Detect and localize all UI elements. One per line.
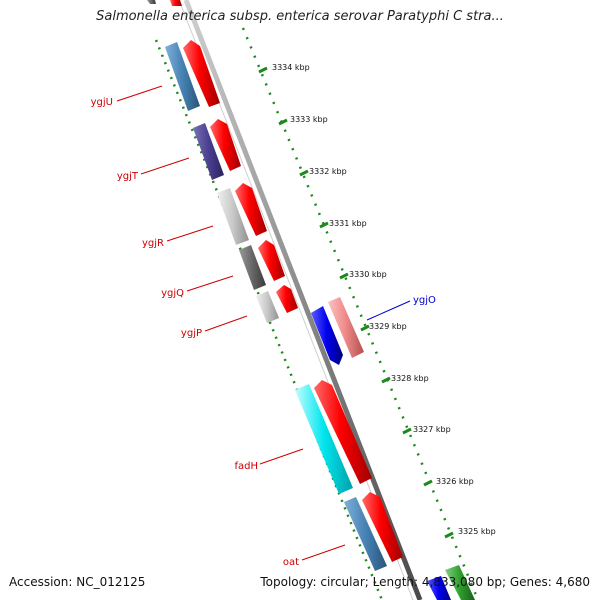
tick-label: 3330 kbp — [349, 270, 387, 279]
tick-label: 3332 kbp — [309, 167, 347, 176]
gene-label-ygjU[interactable]: ygjU — [91, 97, 113, 108]
ruler-ticks: 3334 kbp 3333 kbp 3332 kbp 3331 kbp 3330… — [258, 63, 496, 539]
gene-ygjU-feature[interactable] — [165, 42, 200, 111]
ruler-tick — [299, 169, 309, 177]
gene-ygjO-cds[interactable] — [311, 306, 343, 365]
ruler-tick — [402, 427, 412, 435]
ruler-tick — [381, 376, 391, 384]
tick-label: 3334 kbp — [272, 63, 310, 72]
feature-green-bottom — [445, 565, 475, 600]
label-leaders — [116, 85, 411, 561]
tick-label: 3325 kbp — [458, 527, 496, 536]
tick-label: 3326 kbp — [436, 477, 474, 486]
feature-red-top — [170, 0, 182, 6]
gene-ygjR-cds[interactable] — [235, 183, 267, 236]
tick-label: 3329 kbp — [369, 322, 407, 331]
feature-blue-bottom — [427, 576, 451, 600]
gene-ygjP-feature[interactable] — [256, 291, 279, 323]
gene-labels: ygjU ygjT ygjR ygjQ ygjP ygjO fadH oat — [91, 97, 436, 568]
ruler-tick — [360, 324, 370, 332]
gene-ygjO-feature[interactable] — [328, 297, 364, 358]
gene-ygjQ-cds[interactable] — [258, 240, 285, 281]
ruler-tick — [258, 66, 268, 74]
gene-label-oat[interactable]: oat — [283, 557, 299, 568]
gene-ygjP-cds[interactable] — [276, 285, 298, 313]
gene-label-ygjQ[interactable]: ygjQ — [161, 288, 184, 299]
gene-ygjQ-feature[interactable] — [239, 245, 266, 290]
tick-label: 3331 kbp — [329, 219, 367, 228]
gene-label-ygjO[interactable]: ygjO — [413, 295, 436, 306]
ruler-tick — [319, 221, 329, 229]
gene-ygjR-feature[interactable] — [217, 188, 249, 245]
gene-label-ygjP[interactable]: ygjP — [181, 328, 202, 339]
gene-ygjT-feature[interactable] — [193, 123, 224, 180]
ruler-tick — [278, 118, 288, 126]
gene-ygjT-cds[interactable] — [210, 119, 241, 171]
tick-label: 3333 kbp — [290, 115, 328, 124]
feature-gray-top — [147, 0, 156, 4]
gene-fadH-feature[interactable] — [295, 384, 353, 494]
ruler-tick — [444, 531, 454, 539]
ruler-tick — [339, 272, 349, 280]
gene-ygjU-cds[interactable] — [183, 40, 220, 107]
gene-features — [147, 0, 475, 600]
gene-label-ygjR[interactable]: ygjR — [142, 238, 164, 249]
map-title: Salmonella enterica subsp. enterica sero… — [96, 9, 504, 24]
gene-label-fadH[interactable]: fadH — [234, 461, 258, 472]
gene-label-ygjT[interactable]: ygjT — [117, 171, 139, 182]
gene-oat-feature[interactable] — [344, 497, 387, 571]
gene-oat-cds[interactable] — [362, 492, 403, 562]
accession-text: Accession: NC_012125 — [9, 575, 146, 589]
tick-label: 3327 kbp — [413, 425, 451, 434]
tick-label: 3328 kbp — [391, 374, 429, 383]
genome-stats-text: Topology: circular; Length: 4,833,080 bp… — [260, 575, 590, 589]
ruler-tick — [423, 479, 433, 487]
gene-fadH-cds[interactable] — [314, 380, 372, 484]
